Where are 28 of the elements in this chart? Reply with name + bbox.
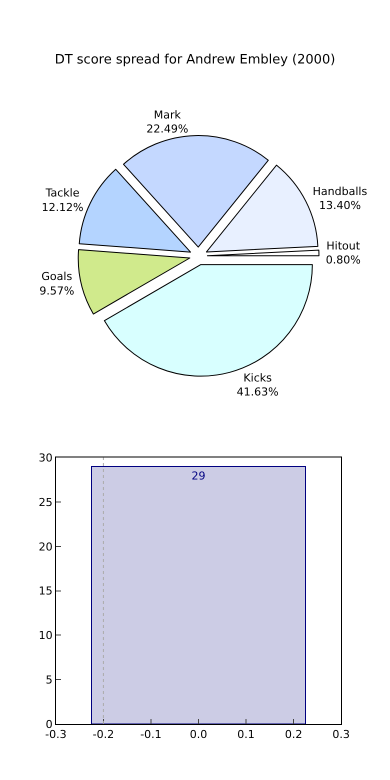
y-tick-label: 0 — [46, 718, 53, 731]
data-label: 0.80% — [326, 254, 361, 267]
y-tick-label: 25 — [38, 496, 53, 509]
slice-label: Kicks — [243, 371, 272, 384]
x-tick-label: -0.2 — [92, 728, 114, 742]
slice-label: Goals — [41, 270, 72, 283]
x-tick-label: 0.0 — [190, 728, 208, 742]
slice-label: Mark — [154, 108, 182, 122]
x-tick-label: 0.1 — [237, 728, 255, 742]
slice-label: Handballs — [312, 184, 368, 198]
y-tick-label: 10 — [38, 629, 53, 642]
y-tick-label: 5 — [46, 673, 53, 686]
y-tick-label: 20 — [38, 540, 53, 554]
x-tick-label: -0.1 — [140, 728, 162, 742]
data-label: 29 — [192, 469, 206, 482]
y-tick-label: 15 — [38, 584, 53, 598]
chart-title: DT score spread for Andrew Embley (2000) — [54, 52, 336, 68]
data-label: 9.57% — [39, 284, 74, 298]
data-label: 13.40% — [318, 199, 361, 212]
slice-label: Hitout — [326, 239, 361, 252]
x-tick-label: 0.2 — [284, 728, 302, 742]
data-label: 12.12% — [42, 200, 84, 214]
y-tick-label: 30 — [38, 451, 53, 464]
data-label: 22.49% — [146, 122, 188, 136]
slice-label: Tackle — [44, 186, 80, 200]
x-tick-label: -0.3 — [45, 728, 67, 742]
x-tick-label: 0.3 — [332, 728, 350, 742]
data-label: 41.63% — [236, 386, 279, 399]
